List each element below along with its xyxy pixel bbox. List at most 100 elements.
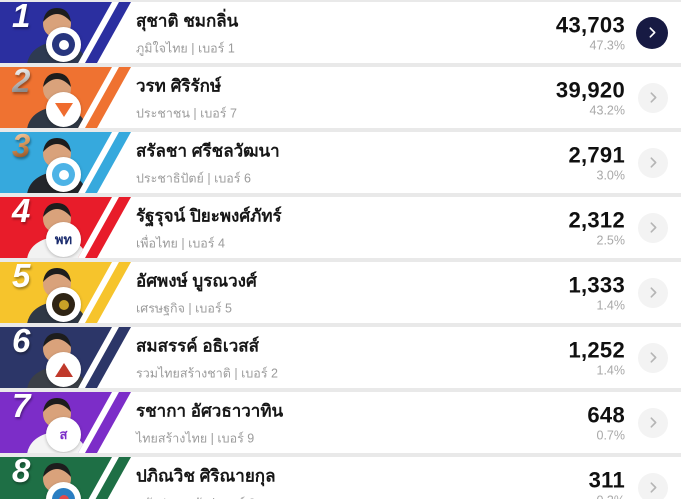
party-logo-icon xyxy=(46,352,81,387)
vote-result: 43,703 47.3% xyxy=(556,13,625,52)
chevron-right-button[interactable] xyxy=(638,212,668,243)
party-logo-glyph: ส xyxy=(59,427,68,442)
party-and-number: เศรษฐกิจ | เบอร์ 5 xyxy=(136,301,232,315)
party-and-number: เพื่อไทย | เบอร์ 4 xyxy=(136,236,225,250)
party-logo-triangle xyxy=(54,102,73,117)
rank-number: 4 xyxy=(12,197,31,229)
party-and-number: ภูมิใจไทย | เบอร์ 1 xyxy=(136,41,235,55)
vote-percent: 43.2% xyxy=(589,103,625,118)
candidate-row[interactable]: 8 ปภิณวิช ศิริณายกุล พลังประชารัฐ | เบอร… xyxy=(0,457,681,499)
chevron-right-icon xyxy=(650,157,656,168)
rank-number: 3 xyxy=(12,132,30,162)
chevron-right-button[interactable] xyxy=(638,407,668,438)
vote-percent: 0.3% xyxy=(589,493,626,499)
chevron-right-icon xyxy=(650,92,656,103)
party-logo-icon: ส xyxy=(46,417,81,452)
party-and-number: ประชาชน | เบอร์ 7 xyxy=(136,106,237,120)
chevron-right-icon xyxy=(650,352,656,363)
chevron-right-icon xyxy=(650,287,656,298)
vote-count: 2,312 xyxy=(568,206,625,232)
candidate-name: สมสรรค์ อธิเวสส์ xyxy=(136,336,260,355)
vote-result: 39,920 43.2% xyxy=(556,78,625,117)
rank-number: 5 xyxy=(12,262,31,294)
chevron-right-icon xyxy=(650,222,656,233)
candidate-row[interactable]: 2 วรท ศิริรักษ์ ประชาชน | เบอร์ 7 39,920… xyxy=(0,67,681,128)
candidate-info: สรัลชา ศรีชลวัฒนา ประชาธิปัตย์ | เบอร์ 6 xyxy=(136,137,280,188)
vote-result: 2,312 2.5% xyxy=(568,208,625,247)
rank-number: 6 xyxy=(12,327,31,359)
vote-result: 648 0.7% xyxy=(587,403,625,442)
candidate-info: รชากา อัศวธาวาทิน ไทยสร้างไทย | เบอร์ 9 xyxy=(136,397,283,448)
candidate-info: ปภิณวิช ศิริณายกุล พลังประชารัฐ | เบอร์ … xyxy=(136,462,276,499)
chevron-right-icon xyxy=(649,27,655,38)
candidate-name: รัฐรุจน์ ปิยะพงศ์ภัทร์ xyxy=(136,206,282,225)
candidate-photo-badge: 5 xyxy=(0,262,140,323)
candidate-info: อัศพงษ์ บูรณวงศ์ เศรษฐกิจ | เบอร์ 5 xyxy=(136,267,257,318)
party-logo-triangle xyxy=(54,362,73,377)
party-logo-dot xyxy=(58,494,69,499)
candidate-photo-badge: 2 xyxy=(0,67,140,128)
chevron-right-button[interactable] xyxy=(636,16,668,49)
candidate-photo-badge: 8 xyxy=(0,457,140,499)
vote-percent: 3.0% xyxy=(596,168,626,183)
party-logo-disc xyxy=(52,293,75,316)
candidate-row[interactable]: 3 สรัลชา ศรีชลวัฒนา ประชาธิปัตย์ | เบอร์… xyxy=(0,132,681,193)
chevron-right-button[interactable] xyxy=(638,147,668,178)
candidate-row[interactable]: 5 อัศพงษ์ บูรณวงศ์ เศรษฐกิจ | เบอร์ 5 1,… xyxy=(0,262,681,323)
vote-count: 311 xyxy=(588,466,625,492)
candidate-name: สรัลชา ศรีชลวัฒนา xyxy=(136,141,280,160)
chevron-right-button[interactable] xyxy=(638,277,668,308)
party-logo-dot xyxy=(58,39,69,50)
vote-count: 43,703 xyxy=(555,11,625,37)
candidate-row[interactable]: 6 สมสรรค์ อธิเวสส์ รวมไทยสร้างชาติ | เบอ… xyxy=(0,327,681,388)
vote-percent: 2.5% xyxy=(596,233,626,248)
vote-count: 1,252 xyxy=(568,336,625,362)
candidate-name: วรท ศิริรักษ์ xyxy=(136,76,222,95)
rank-number: 7 xyxy=(12,392,31,424)
rank-number: 2 xyxy=(12,67,30,97)
vote-count: 1,333 xyxy=(568,271,625,297)
candidate-info: สมสรรค์ อธิเวสส์ รวมไทยสร้างชาติ | เบอร์… xyxy=(136,332,278,383)
vote-result: 2,791 3.0% xyxy=(568,143,625,182)
candidate-photo-badge: 7 ส xyxy=(0,392,140,453)
party-logo-icon xyxy=(46,482,81,499)
vote-result: 311 0.3% xyxy=(589,468,625,499)
chevron-right-button[interactable] xyxy=(638,342,668,373)
candidate-info: สุชาติ ชมกลิ่น ภูมิใจไทย | เบอร์ 1 xyxy=(136,7,238,58)
candidate-info: วรท ศิริรักษ์ ประชาชน | เบอร์ 7 xyxy=(136,72,237,123)
candidate-row[interactable]: 4 พท รัฐรุจน์ ปิยะพงศ์ภัทร์ เพื่อไทย | เ… xyxy=(0,197,681,258)
party-logo-dot xyxy=(58,299,69,310)
vote-percent: 1.4% xyxy=(596,298,626,313)
party-logo-icon: พท xyxy=(46,222,81,257)
candidate-row[interactable]: 7 ส รชากา อัศวธาวาทิน ไทยสร้างไทย | เบอร… xyxy=(0,392,681,453)
vote-count: 39,920 xyxy=(555,76,625,102)
chevron-right-icon xyxy=(650,482,656,493)
vote-count: 2,791 xyxy=(568,141,625,167)
party-logo-disc xyxy=(52,163,75,186)
vote-count: 648 xyxy=(587,401,625,427)
candidate-photo-badge: 3 xyxy=(0,132,140,193)
chevron-right-button[interactable] xyxy=(638,472,668,499)
vote-percent: 0.7% xyxy=(596,428,626,443)
party-logo-icon xyxy=(46,92,81,127)
party-and-number: รวมไทยสร้างชาติ | เบอร์ 2 xyxy=(136,366,278,380)
candidate-name: สุชาติ ชมกลิ่น xyxy=(136,11,239,30)
candidate-photo-badge: 4 พท xyxy=(0,197,140,258)
candidate-photo-badge: 6 xyxy=(0,327,140,388)
vote-percent: 47.3% xyxy=(589,38,625,53)
rank-number: 1 xyxy=(12,2,31,34)
party-and-number: พลังประชารัฐ | เบอร์ 3 xyxy=(136,493,276,499)
rank-number: 8 xyxy=(12,457,31,489)
party-and-number: ไทยสร้างไทย | เบอร์ 9 xyxy=(136,431,255,445)
vote-percent: 1.4% xyxy=(596,363,626,378)
party-logo-disc xyxy=(52,33,75,56)
candidate-row[interactable]: 1 สุชาติ ชมกลิ่น ภูมิใจไทย | เบอร์ 1 43,… xyxy=(0,2,681,63)
chevron-right-button[interactable] xyxy=(638,82,668,113)
party-logo-icon xyxy=(46,287,81,322)
candidate-photo-badge: 1 xyxy=(0,2,140,63)
vote-result: 1,252 1.4% xyxy=(568,338,625,377)
party-logo-glyph: พท xyxy=(54,232,73,247)
party-and-number: ประชาธิปัตย์ | เบอร์ 6 xyxy=(136,171,251,185)
candidate-info: รัฐรุจน์ ปิยะพงศ์ภัทร์ เพื่อไทย | เบอร์ … xyxy=(136,202,282,253)
